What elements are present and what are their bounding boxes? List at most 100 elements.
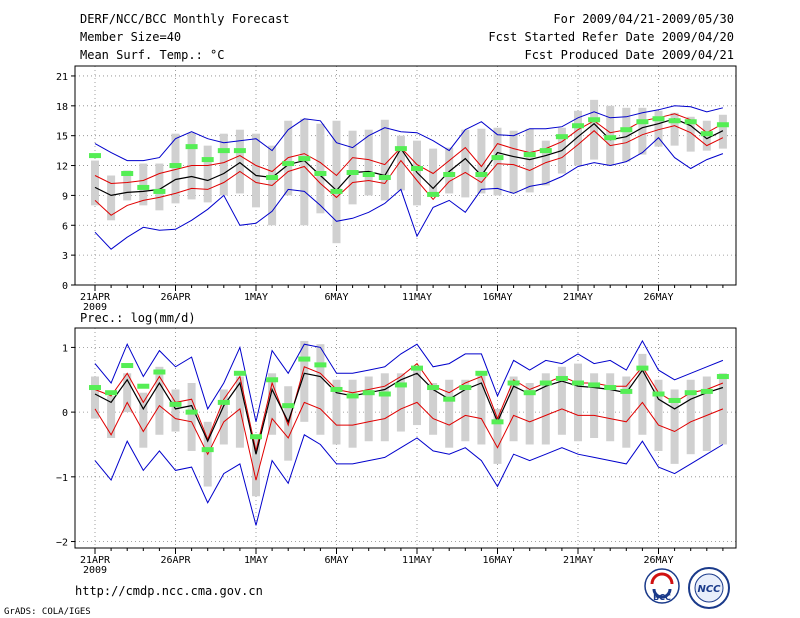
y-tick-label: 0 <box>62 408 68 419</box>
ensemble-box <box>445 147 454 194</box>
series-line-lower <box>94 125 724 216</box>
refer-date-label: Fcst Started Refer Date 2009/04/20 <box>488 30 734 44</box>
observed-marker <box>716 374 729 380</box>
observed-marker <box>652 116 665 122</box>
observed-marker <box>684 119 697 125</box>
observed-marker <box>378 174 391 180</box>
source-url[interactable]: http://cmdp.ncc.cma.gov.cn <box>75 584 263 598</box>
series-line-mean <box>94 368 724 455</box>
ensemble-box <box>509 376 518 442</box>
observed-marker <box>233 148 246 154</box>
x-tick-label: 26APR <box>160 555 191 566</box>
plot-frame <box>74 327 737 549</box>
observed-marker <box>250 434 262 440</box>
series-line-max <box>94 339 724 422</box>
observed-marker <box>394 382 407 388</box>
y-tick-label: 1 <box>62 343 68 354</box>
ensemble-box <box>574 363 582 442</box>
observed-marker <box>282 403 295 409</box>
ensemble-box <box>155 163 164 211</box>
observed-marker <box>668 118 681 124</box>
x-tick-label: 1MAY <box>244 292 268 303</box>
ensemble-box <box>348 130 357 205</box>
ensemble-box <box>557 366 566 435</box>
ensemble-box <box>590 373 599 438</box>
ensemble-box <box>702 376 711 451</box>
observed-marker <box>121 363 134 369</box>
bcc-logo-arc-blue <box>652 588 672 599</box>
ensemble-box <box>203 145 212 203</box>
observed-marker <box>378 391 391 397</box>
ensemble-box <box>139 163 148 206</box>
observed-marker <box>153 188 166 194</box>
observed-marker <box>362 172 375 178</box>
observed-marker <box>588 117 601 123</box>
observed-marker <box>137 383 150 389</box>
observed-marker <box>201 447 214 453</box>
observed-marker <box>636 365 649 371</box>
observed-marker <box>716 122 729 128</box>
observed-marker <box>523 152 536 158</box>
y-tick-label: 15 <box>56 132 68 143</box>
observed-marker <box>298 156 311 162</box>
observed-marker <box>620 388 633 394</box>
observed-marker <box>491 419 504 425</box>
observed-marker <box>411 166 423 172</box>
ensemble-box <box>461 379 470 442</box>
observed-marker <box>684 390 697 396</box>
observed-marker <box>105 390 118 396</box>
observed-marker <box>201 157 214 163</box>
observed-marker <box>620 127 633 133</box>
ensemble-box <box>107 175 116 221</box>
observed-marker <box>89 153 101 159</box>
ensemble-box <box>316 123 325 214</box>
observed-marker <box>185 144 198 150</box>
observed-marker <box>394 146 407 152</box>
ensemble-box <box>300 118 309 226</box>
y-tick-label: 6 <box>62 221 68 232</box>
ensemble-box <box>686 116 695 152</box>
y-tick-label: −2 <box>56 538 68 549</box>
observed-marker <box>491 155 504 161</box>
ensemble-box <box>590 99 599 160</box>
x-tick-label: 16MAY <box>482 292 512 303</box>
observed-marker <box>217 148 230 154</box>
variable-label: Mean Surf. Temp.: °C <box>80 48 225 62</box>
ensemble-box <box>252 434 260 497</box>
ensemble-box <box>541 373 550 445</box>
ensemble-box <box>493 127 502 196</box>
observed-marker <box>668 397 681 403</box>
member-size-label: Member Size=40 <box>80 30 181 44</box>
ensemble-box <box>413 366 421 426</box>
observed-marker <box>185 409 198 415</box>
ensemble-box <box>171 389 180 432</box>
ensemble-box <box>235 376 244 448</box>
observed-marker <box>555 134 568 140</box>
bcc-logo-text: BCC <box>653 593 671 602</box>
observed-marker <box>153 369 166 375</box>
observed-marker <box>346 170 359 176</box>
observed-marker <box>443 396 456 402</box>
observed-marker <box>266 377 279 383</box>
ensemble-box <box>348 379 357 448</box>
chart-title: DERF/NCC/BCC Monthly Forecast <box>80 12 290 26</box>
ensemble-box <box>622 107 631 162</box>
observed-marker <box>217 399 230 405</box>
y-tick-label: 3 <box>62 251 68 262</box>
ensemble-box <box>235 129 244 194</box>
ensemble-box <box>574 110 582 166</box>
ensemble-box <box>107 395 116 438</box>
series-line-upper <box>94 113 724 185</box>
y-tick-label: 18 <box>56 102 68 113</box>
ensemble-box <box>364 129 373 196</box>
ensemble-box <box>638 107 647 155</box>
observed-marker <box>282 161 295 167</box>
observed-marker <box>233 370 246 376</box>
ensemble-box <box>316 344 325 435</box>
ensemble-box <box>332 379 341 445</box>
ensemble-box <box>380 119 389 201</box>
observed-marker <box>475 172 488 178</box>
ncc-logo: NCC <box>688 567 730 609</box>
x-tick-label: 16MAY <box>482 555 512 566</box>
